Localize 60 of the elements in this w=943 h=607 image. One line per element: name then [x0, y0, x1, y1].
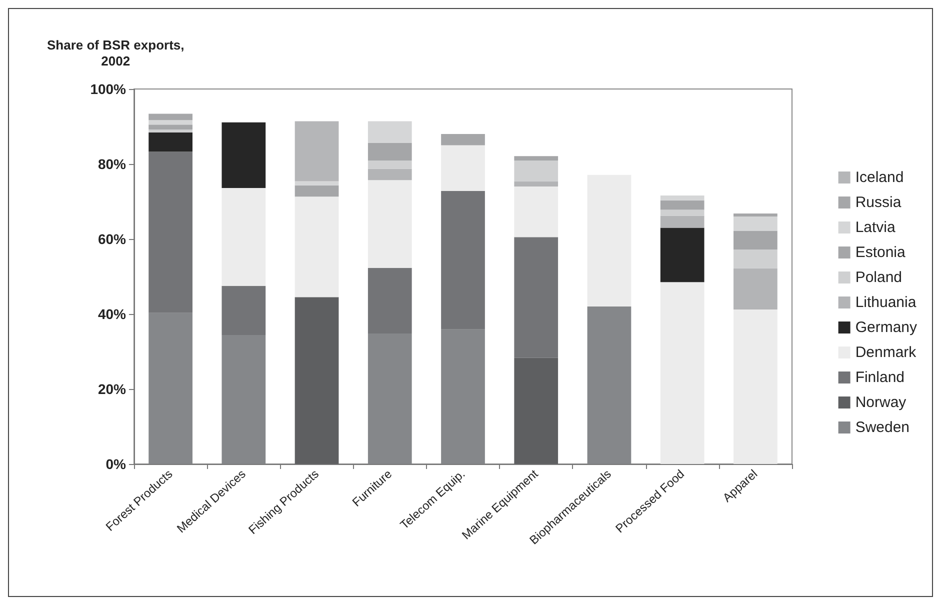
bar [587, 174, 632, 306]
legend-label: Estonia [855, 244, 906, 261]
bar [734, 230, 778, 250]
bar [514, 186, 558, 238]
bar [368, 160, 412, 169]
bar [514, 156, 558, 161]
bar [222, 188, 266, 286]
bar [660, 282, 704, 464]
bar [734, 268, 778, 310]
legend-label: Iceland [855, 169, 904, 186]
bar [222, 122, 266, 188]
legend-label: Finland [855, 369, 905, 386]
bar [368, 180, 412, 268]
bar [441, 191, 485, 330]
bar [148, 124, 192, 130]
bar [734, 216, 778, 231]
y-tick-label: 60% [98, 231, 127, 247]
legend-label: Lithuania [855, 294, 917, 311]
bar [148, 130, 192, 132]
y-tick-label: 0% [106, 456, 127, 472]
bar [441, 145, 485, 191]
bar [368, 168, 412, 180]
bar [514, 160, 558, 182]
bar [294, 181, 339, 186]
bar [734, 214, 778, 216]
legend-label: Norway [855, 394, 907, 411]
bar [148, 120, 192, 125]
legend-label: Poland [855, 269, 902, 286]
bar [368, 121, 412, 143]
bar [294, 297, 339, 464]
bar [222, 286, 266, 335]
y-tick-label: 100% [90, 81, 127, 97]
bar [148, 132, 192, 152]
bar [660, 196, 704, 200]
y-tick-label: 40% [98, 306, 127, 322]
bar [514, 358, 558, 464]
bar [368, 268, 412, 334]
legend-label: Germany [855, 319, 918, 336]
legend-label: Latvia [855, 219, 896, 236]
bar [441, 134, 485, 146]
y-axis-title: Share of BSR exports, 2002 [46, 38, 184, 68]
bar [660, 216, 704, 228]
bar [294, 185, 339, 197]
bar [148, 114, 192, 120]
legend-label: Sweden [855, 419, 910, 436]
bar [734, 310, 778, 464]
bar [514, 181, 558, 186]
bar [660, 228, 704, 282]
legend-label: Russia [855, 194, 902, 211]
y-tick-label: 20% [98, 381, 127, 397]
bar [368, 143, 412, 161]
bar [660, 200, 704, 210]
bar [660, 210, 704, 216]
y-tick-label: 80% [98, 156, 127, 172]
bar [294, 196, 339, 298]
bar [148, 152, 192, 313]
bar [734, 250, 778, 268]
legend-label: Denmark [855, 344, 917, 361]
bar [514, 237, 558, 358]
bar [294, 121, 339, 182]
